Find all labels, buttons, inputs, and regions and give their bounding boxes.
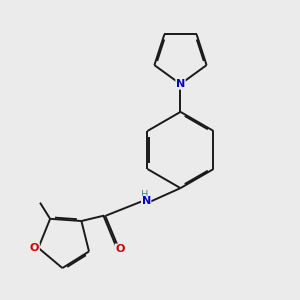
Text: O: O (115, 244, 124, 254)
Text: N: N (176, 79, 185, 89)
Text: N: N (142, 196, 151, 206)
Text: H: H (141, 190, 149, 200)
Text: O: O (30, 243, 39, 253)
